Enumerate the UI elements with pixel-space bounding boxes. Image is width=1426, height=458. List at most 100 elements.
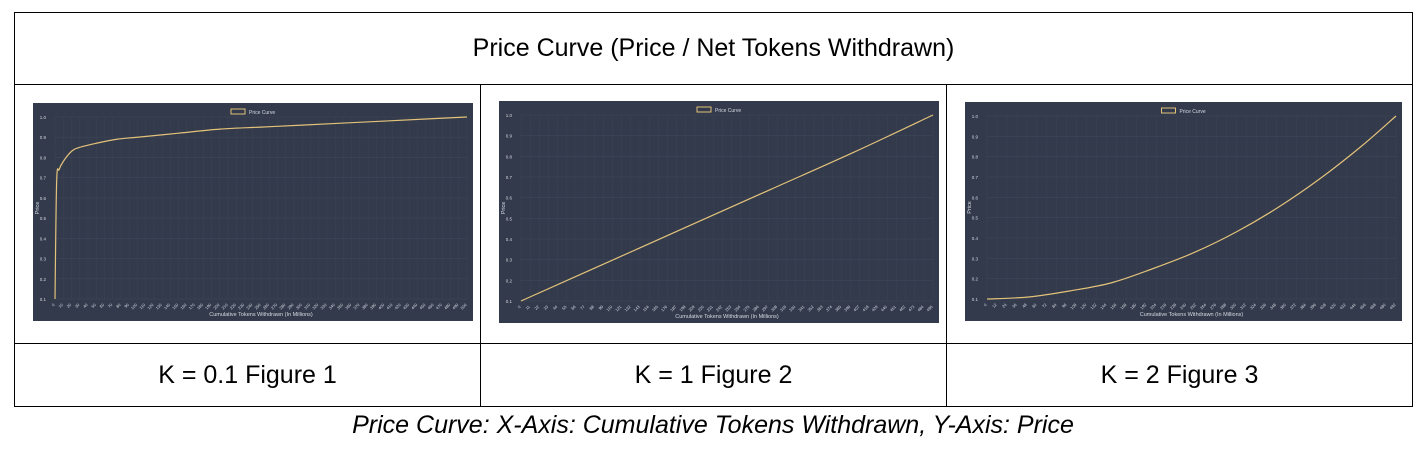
- y-tick-label: 0.7: [506, 175, 513, 180]
- x-tick-label: 144: [1099, 302, 1108, 311]
- y-tick-label: 0.3: [506, 258, 513, 263]
- x-tick-label: 460: [426, 302, 435, 311]
- x-tick-label: 143: [632, 304, 641, 313]
- y-tick-label: 0.7: [40, 176, 47, 181]
- x-tick-label: 11: [524, 304, 531, 311]
- y-tick-label: 0.4: [972, 236, 979, 241]
- x-tick-label: 132: [1089, 302, 1098, 311]
- caption-2: K = 1 Figure 2: [481, 343, 947, 406]
- x-tick-label: 170: [188, 302, 197, 311]
- y-tick-label: 0.6: [40, 196, 47, 201]
- x-tick-label: 200: [212, 302, 221, 311]
- chart-background: [965, 102, 1402, 321]
- x-axis-label: Cumulative Tokens Withdrawn (In Millions…: [209, 312, 313, 318]
- x-tick-label: 250: [253, 302, 262, 311]
- legend-swatch: [1161, 107, 1176, 114]
- caption-3: K = 2 Figure 3: [947, 343, 1412, 406]
- x-tick-label: 340: [328, 302, 337, 311]
- x-tick-label: 324: [1249, 302, 1258, 311]
- x-tick-label: 264: [1199, 302, 1208, 311]
- y-tick-label: 0.2: [40, 277, 47, 282]
- x-tick-label: 312: [1239, 302, 1248, 311]
- x-tick-label: 165: [651, 304, 660, 313]
- y-tick-label: 1.0: [506, 113, 513, 118]
- y-tick-label: 0.5: [40, 216, 47, 221]
- x-tick-label: 264: [733, 304, 742, 313]
- x-tick-label: 286: [751, 304, 760, 313]
- x-tick-label: 440: [880, 304, 889, 313]
- x-tick-label: 90: [123, 302, 130, 309]
- x-tick-label: 473: [907, 304, 916, 313]
- x-tick-label: 253: [724, 304, 733, 313]
- figure-footer-caption: Price Curve: X-Axis: Cumulative Tokens W…: [352, 411, 1074, 439]
- x-tick-label: 320: [311, 302, 320, 311]
- x-tick-label: 396: [1309, 302, 1318, 311]
- y-tick-label: 0.2: [506, 278, 513, 283]
- x-tick-label: 96: [1061, 302, 1068, 309]
- price-curve-line: [520, 114, 934, 302]
- x-tick-label: 209: [687, 304, 696, 313]
- x-tick-label: 470: [435, 302, 444, 311]
- y-axis-label: Price: [501, 202, 507, 215]
- x-tick-label: 22: [533, 304, 540, 311]
- x-tick-label: 156: [1109, 302, 1118, 311]
- x-tick-label: 210: [220, 302, 229, 311]
- x-tick-label: 180: [196, 302, 205, 311]
- price-curve-line: [54, 116, 468, 300]
- x-tick-label: 420: [394, 302, 403, 311]
- x-tick-label: 132: [623, 304, 632, 313]
- x-tick-label: 275: [742, 304, 751, 313]
- y-axis-label: Price: [967, 201, 973, 214]
- y-tick-label: 0.7: [972, 175, 979, 180]
- x-tick-label: 462: [898, 304, 907, 313]
- x-tick-label: 44: [552, 304, 559, 311]
- y-tick-label: 0.1: [40, 297, 47, 302]
- x-tick-label: 100: [130, 302, 139, 311]
- x-tick-label: 24: [1001, 302, 1008, 309]
- x-tick-label: 300: [1229, 302, 1238, 311]
- y-tick-label: 1.0: [972, 114, 979, 119]
- x-tick-label: 380: [361, 302, 370, 311]
- x-tick-label: 66: [570, 304, 577, 311]
- x-tick-label: 176: [660, 304, 669, 313]
- x-tick-label: 384: [1299, 302, 1308, 311]
- x-tick-label: 420: [1329, 302, 1338, 311]
- x-tick-label: 240: [1179, 302, 1188, 311]
- x-tick-label: 154: [642, 304, 651, 313]
- x-tick-label: 360: [1279, 302, 1288, 311]
- x-tick-label: 121: [614, 304, 623, 313]
- y-tick-label: 0.9: [40, 135, 47, 140]
- x-tick-label: 408: [1319, 302, 1328, 311]
- chart-k-0-1: 0.10.20.30.40.50.60.70.80.91.00 10 20 30 40 5…: [33, 103, 473, 321]
- x-tick-label: 0: [517, 304, 523, 310]
- x-tick-label: 84: [1051, 302, 1058, 309]
- x-tick-label: 385: [834, 304, 843, 313]
- x-tick-label: 0: [51, 302, 57, 308]
- x-tick-label: 242: [715, 304, 724, 313]
- chart-k-2: 0.1 0.2 0.3 0.4 0.5 0.6 0.7 0.8 0.9 1.0 0 12 24 36 48 6…: [965, 102, 1402, 321]
- y-tick-label: 0.1: [972, 297, 979, 302]
- table-title: Price Curve (Price / Net Tokens Withdraw…: [15, 13, 1412, 85]
- chart-background: [33, 103, 473, 321]
- x-tick-label: 260: [262, 302, 271, 311]
- x-tick-label: 180: [1129, 302, 1138, 311]
- legend-label: Price Curve: [715, 108, 741, 114]
- x-tick-label: 400: [377, 302, 386, 311]
- x-tick-label: 492: [1388, 302, 1397, 311]
- x-tick-label: 20: [66, 302, 73, 309]
- y-tick-label: 0.1: [506, 299, 513, 304]
- y-tick-label: 0.8: [972, 155, 979, 160]
- x-tick-label: 204: [1149, 302, 1158, 311]
- x-tick-label: 297: [761, 304, 770, 313]
- x-tick-label: 410: [385, 302, 394, 311]
- x-tick-label: 0: [983, 302, 989, 308]
- x-tick-label: 330: [319, 302, 328, 311]
- x-tick-label: 341: [797, 304, 806, 313]
- x-tick-label: 230: [237, 302, 246, 311]
- x-tick-label: 231: [706, 304, 715, 313]
- x-tick-label: 270: [270, 302, 279, 311]
- y-tick-label: 0.2: [972, 277, 979, 282]
- x-tick-label: 288: [1219, 302, 1228, 311]
- x-tick-label: 187: [669, 304, 678, 313]
- x-tick-label: 418: [861, 304, 870, 313]
